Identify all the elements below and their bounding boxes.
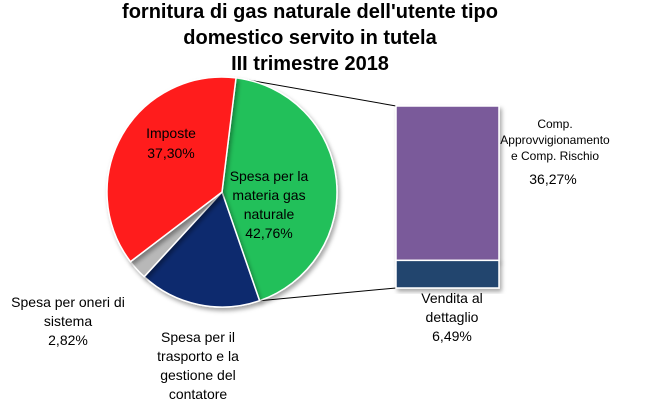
segment-label-approvvigionamento: Comp. (537, 117, 572, 131)
pie-slice (221, 77, 338, 302)
chart-title-line: domestico servito in tutela (183, 27, 437, 49)
slice-label-trasporto: trasporto e la (157, 348, 239, 364)
segment-value-approvvigionamento: 36,27% (529, 171, 576, 187)
breakdown-segment (395, 105, 500, 262)
connector-lines (235, 77, 397, 302)
segment-label-approvvigionamento: Approvvigionamento (500, 133, 610, 147)
slice-label-imposte: Imposte (146, 125, 196, 141)
data-labels: Spesa per la materia gas naturale 42,76% Imp… (11, 117, 610, 402)
segment-label-approvvigionamento: e Comp. Rischio (511, 149, 599, 163)
slice-value-imposte: 37,30% (147, 145, 194, 161)
slice-label-materia-gas: Spesa per la (230, 168, 309, 184)
slice-label-oneri: Spesa per oneri di (11, 294, 125, 310)
pie-slice (143, 190, 261, 308)
connector-line-top (235, 77, 397, 107)
connector-line-bottom (259, 287, 397, 302)
pie-slice (106, 76, 237, 263)
slice-value-oneri: 2,82% (48, 332, 88, 348)
slice-label-materia-gas: naturale (244, 206, 295, 222)
slice-label-materia-gas: materia gas (232, 187, 305, 203)
chart-title-line: fornitura di gas naturale dell'utente ti… (122, 1, 498, 23)
segment-label-vendita: Vendita al (421, 290, 483, 306)
slice-label-trasporto: contatore (169, 386, 228, 400)
breakdown-bar (395, 105, 500, 289)
chart-title: fornitura di gas naturale dell'utente ti… (122, 1, 498, 75)
chart-title-line: III trimestre 2018 (231, 53, 389, 75)
segment-value-vendita: 6,49% (432, 328, 472, 344)
slice-label-oneri: sistema (44, 313, 92, 329)
slice-value-materia-gas: 42,76% (245, 225, 292, 241)
breakdown-segment (395, 259, 500, 289)
segment-label-vendita: dettaglio (426, 309, 479, 325)
slice-label-trasporto: gestione del (160, 367, 236, 383)
pie (106, 76, 338, 308)
slice-label-trasporto: Spesa per il (161, 329, 235, 345)
